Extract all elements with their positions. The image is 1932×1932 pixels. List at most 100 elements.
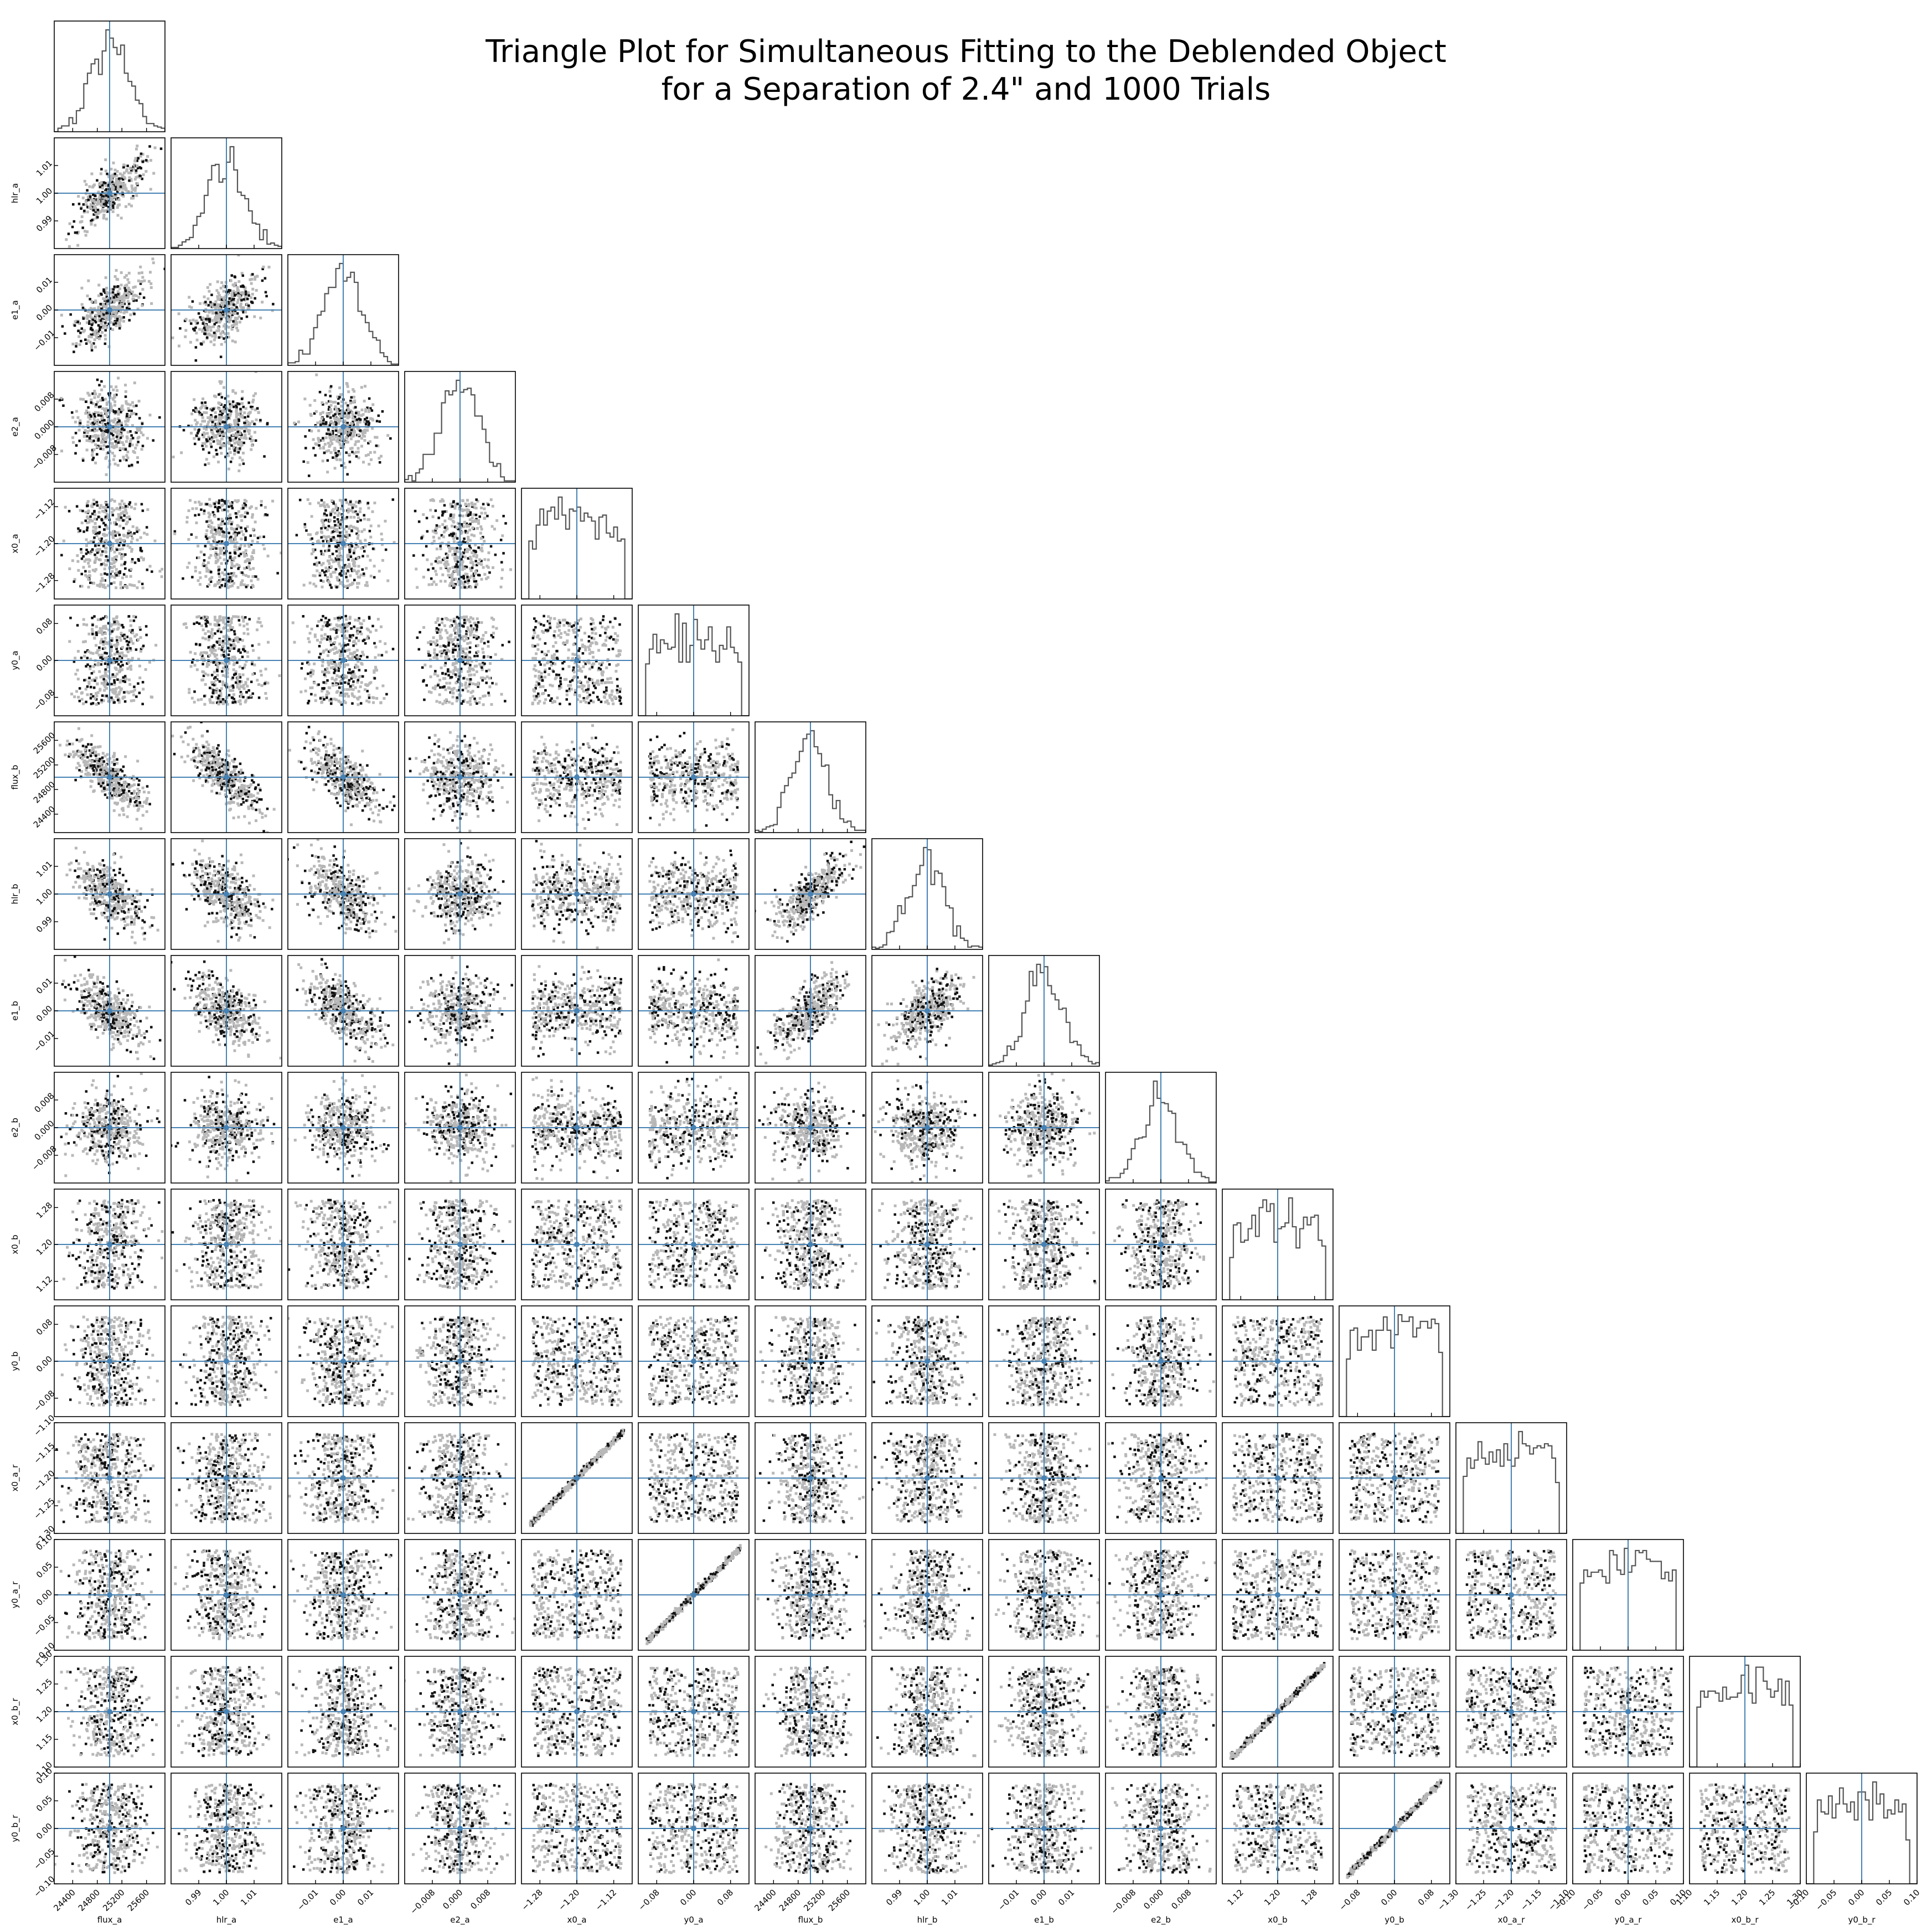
- scatter-point: [115, 435, 118, 438]
- scatter-point: [203, 553, 206, 556]
- scatter-point: [347, 569, 349, 572]
- scatter-point: [328, 435, 332, 438]
- scatter-point: [229, 540, 233, 544]
- scatter-point: [501, 534, 504, 538]
- scatter-point: [91, 458, 94, 461]
- scatter-point: [94, 544, 97, 547]
- scatter-point: [234, 533, 237, 536]
- scatter-point: [254, 275, 257, 278]
- scatter-point: [244, 538, 247, 541]
- scatter-point: [349, 422, 353, 425]
- scatter-point: [198, 436, 201, 440]
- scatter-point: [123, 534, 126, 538]
- scatter-point: [107, 670, 110, 673]
- scatter-point: [116, 540, 119, 544]
- scatter-point: [337, 397, 340, 400]
- scatter-point: [251, 420, 254, 423]
- scatter-point: [58, 399, 61, 402]
- scatter-point: [112, 561, 116, 565]
- scatter-point: [224, 404, 226, 407]
- scatter-point: [213, 338, 216, 342]
- scatter-point: [115, 178, 118, 181]
- scatter-point: [326, 432, 328, 435]
- scatter-point: [234, 276, 236, 278]
- scatter-point: [208, 318, 211, 321]
- scatter-point: [318, 444, 321, 447]
- scatter-point: [479, 548, 483, 551]
- scatter-point: [254, 297, 256, 300]
- panel-content: [171, 605, 282, 716]
- scatter-point: [79, 529, 81, 533]
- scatter-point: [235, 515, 238, 519]
- scatter-point: [230, 403, 234, 406]
- scatter-point: [360, 386, 363, 389]
- scatter-point: [231, 339, 234, 343]
- scatter-point: [340, 432, 343, 436]
- scatter-point: [468, 576, 472, 579]
- scatter-point: [233, 294, 236, 297]
- scatter-point: [504, 522, 507, 525]
- scatter-point: [76, 669, 79, 672]
- scatter-point: [128, 176, 131, 179]
- scatter-point: [389, 437, 392, 440]
- scatter-point: [110, 307, 113, 310]
- scatter-point: [118, 570, 122, 573]
- scatter-point: [461, 561, 464, 564]
- scatter-point: [219, 419, 223, 422]
- scatter-point: [218, 414, 221, 417]
- scatter-point: [106, 663, 110, 666]
- scatter-point: [86, 189, 89, 192]
- scatter-point: [227, 653, 230, 656]
- scatter-point: [499, 585, 503, 588]
- scatter-point: [89, 581, 92, 584]
- scatter-point: [110, 167, 113, 171]
- scatter-point: [344, 466, 347, 469]
- scatter-point: [103, 419, 106, 422]
- scatter-point: [87, 682, 91, 685]
- scatter-point: [201, 420, 204, 423]
- scatter-point: [430, 562, 433, 566]
- scatter-point: [194, 514, 197, 517]
- scatter-point: [113, 454, 116, 458]
- scatter-point: [214, 415, 218, 418]
- scatter-point: [328, 555, 331, 559]
- scatter-point: [312, 582, 316, 586]
- scatter-point: [76, 416, 80, 419]
- scatter-point: [206, 333, 209, 336]
- scatter-point: [119, 688, 122, 691]
- scatter-point: [94, 224, 97, 227]
- scatter-point: [83, 679, 86, 682]
- scatter-point: [109, 299, 112, 303]
- scatter-point: [215, 543, 219, 546]
- scatter-point: [334, 407, 338, 411]
- scatter-point: [223, 410, 226, 413]
- scatter-point: [101, 320, 105, 323]
- scatter-point: [353, 452, 356, 455]
- scatter-point: [237, 510, 240, 513]
- scatter-point: [182, 428, 185, 432]
- scatter-point: [105, 218, 108, 221]
- scatter-point: [242, 533, 245, 536]
- scatter-point: [345, 409, 349, 412]
- scatter-point: [129, 624, 132, 627]
- scatter-point: [91, 318, 94, 321]
- scatter-point: [441, 510, 444, 513]
- scatter-point: [197, 513, 200, 516]
- scatter-point: [322, 535, 326, 538]
- scatter-point: [104, 202, 107, 205]
- panel-content: [171, 488, 282, 599]
- scatter-point: [118, 503, 121, 506]
- scatter-point: [261, 279, 264, 282]
- scatter-point: [259, 621, 262, 624]
- scatter-point: [432, 567, 435, 570]
- scatter-point: [218, 526, 220, 530]
- scatter-point: [116, 206, 119, 209]
- scatter-panel-e2_a-vs-hlr_a: [171, 371, 282, 483]
- scatter-point: [499, 539, 503, 541]
- scatter-point: [250, 696, 253, 699]
- scatter-point: [221, 311, 225, 314]
- scatter-point: [113, 172, 116, 175]
- scatter-point: [92, 539, 95, 543]
- scatter-point: [243, 555, 246, 558]
- scatter-point: [298, 498, 302, 502]
